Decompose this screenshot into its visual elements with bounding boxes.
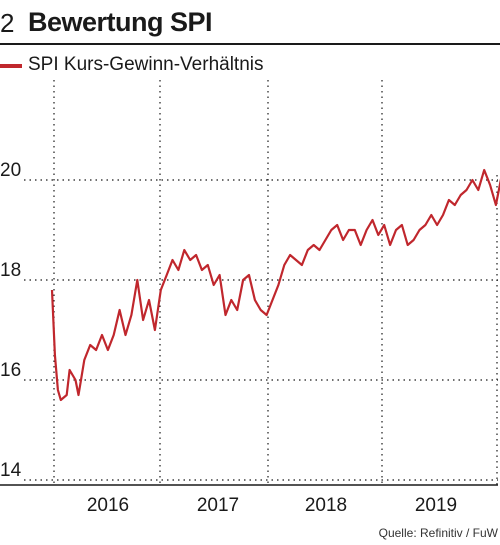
y-tick-label: 14 (0, 460, 22, 481)
series-line (50, 168, 500, 402)
x-tick-label: 2019 (415, 495, 457, 516)
x-tick-label: 2017 (197, 495, 239, 516)
grid-layer (24, 80, 498, 485)
y-tick-label: 20 (0, 160, 21, 181)
legend-label: SPI Kurs-Gewinn-Verhältnis (28, 54, 264, 75)
chart-header: 2 Bewertung SPI (0, 6, 500, 42)
axis-layer: 14 16 18 20 2016 2017 2018 2019 (0, 160, 498, 516)
chart-title: Bewertung SPI (28, 7, 213, 37)
figure-number: 2 (0, 8, 15, 38)
series-layer (50, 168, 500, 402)
y-tick-label: 18 (0, 260, 21, 281)
x-tick-label: 2016 (87, 495, 129, 516)
header-rule (0, 43, 500, 45)
source-note: Quelle: Refinitiv / FuW (378, 526, 498, 540)
line-chart: 14 16 18 20 2016 2017 2018 2019 (0, 80, 500, 516)
y-tick-label: 16 (0, 360, 21, 381)
legend-swatch (0, 64, 22, 68)
x-tick-label: 2018 (305, 495, 347, 516)
